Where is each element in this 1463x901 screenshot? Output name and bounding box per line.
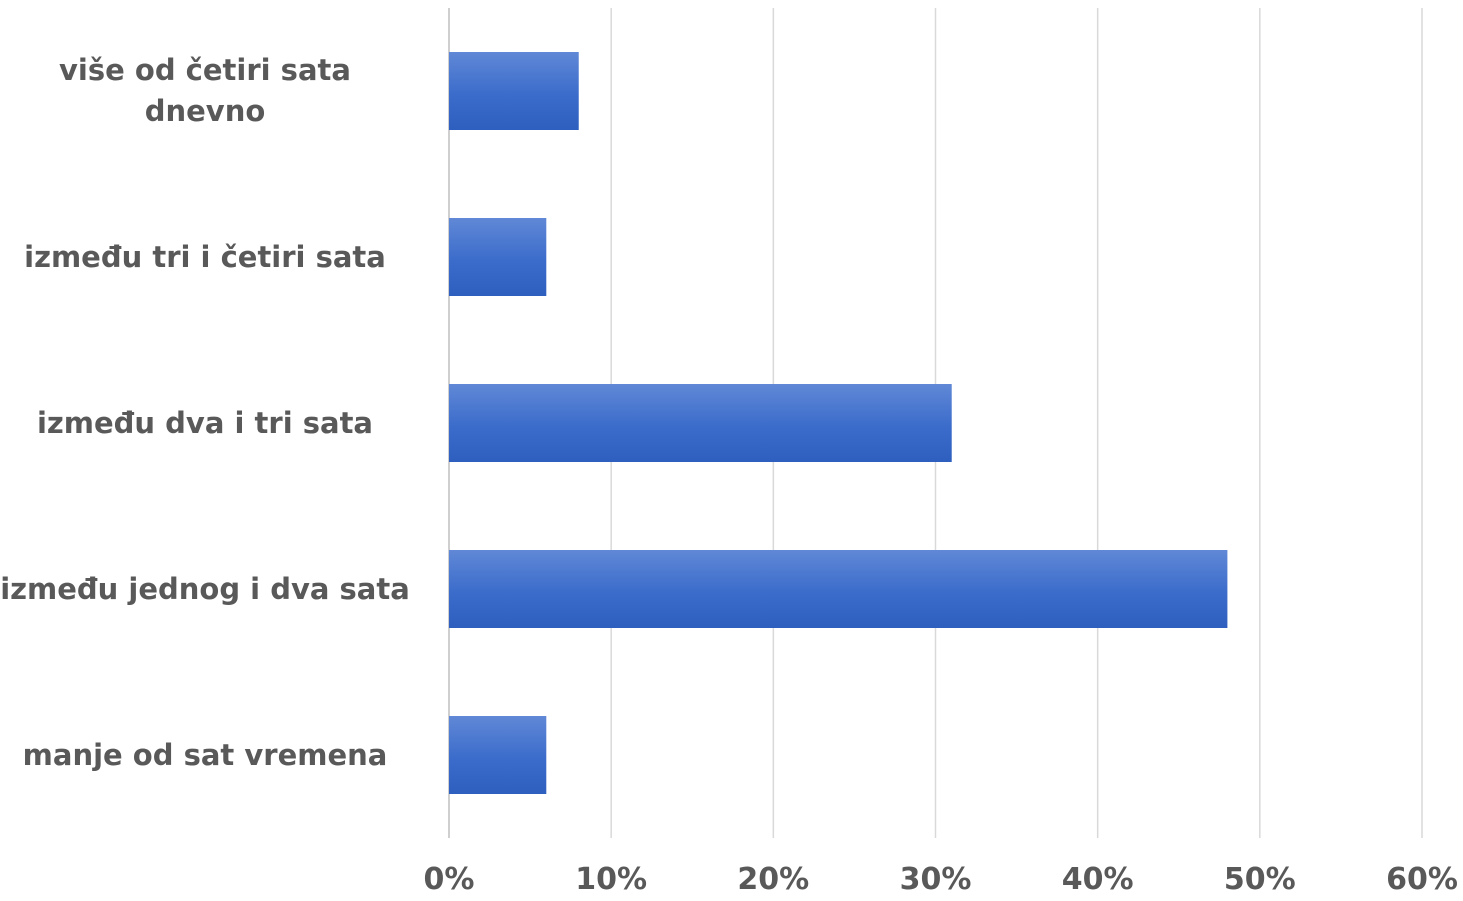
x-tick-label: 30% <box>899 862 972 897</box>
x-tick-label: 20% <box>737 862 810 897</box>
category-label: između dva i tri sata <box>36 405 374 440</box>
x-tick-label: 40% <box>1061 862 1134 897</box>
category-label: između tri i četiri sata <box>24 239 386 274</box>
bar <box>449 550 1228 628</box>
bars <box>449 52 1228 794</box>
bar <box>449 716 547 794</box>
bar <box>449 384 952 462</box>
bar <box>449 218 547 296</box>
x-tick-label: 50% <box>1223 862 1296 897</box>
category-label: više od četiri sata dnevno <box>59 53 351 128</box>
x-tick-label: 0% <box>423 862 475 897</box>
category-label: manje od sat vremena <box>22 737 388 772</box>
x-tick-label: 60% <box>1386 862 1458 897</box>
bar <box>449 52 579 130</box>
category-label: između jednog i dva sata <box>0 571 410 606</box>
x-tick-label: 10% <box>575 862 648 897</box>
